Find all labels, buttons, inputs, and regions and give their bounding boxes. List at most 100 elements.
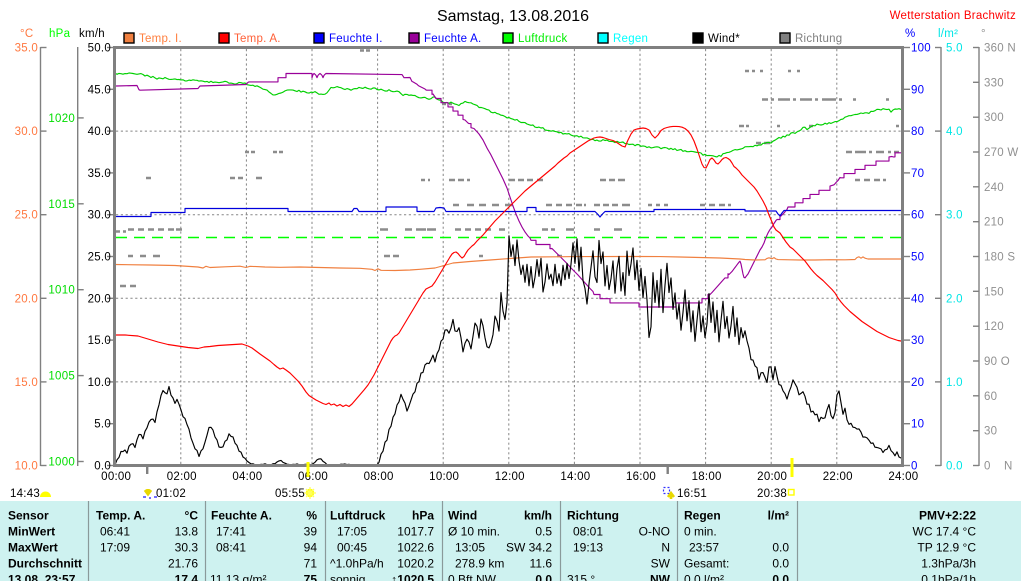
svg-text:330: 330 [984, 77, 1004, 89]
svg-text:TP 12.9 °C: TP 12.9 °C [917, 541, 976, 555]
svg-text:1020: 1020 [48, 113, 75, 125]
svg-text:13.08. 23:57: 13.08. 23:57 [8, 573, 76, 581]
svg-text:90 O: 90 O [984, 356, 1010, 368]
svg-text:94: 94 [304, 541, 318, 555]
svg-text:278.9 km: 278.9 km [455, 557, 504, 571]
svg-text:17:05: 17:05 [337, 525, 367, 539]
svg-text:16:51: 16:51 [677, 488, 707, 500]
svg-text:10: 10 [911, 419, 924, 431]
svg-text:60: 60 [911, 210, 924, 222]
svg-text:Ø 10 min.: Ø 10 min. [448, 525, 500, 539]
svg-text:08:41: 08:41 [216, 541, 246, 555]
svg-text:22:00: 22:00 [823, 471, 853, 483]
svg-text:Wind: Wind [448, 509, 477, 523]
svg-text:150: 150 [984, 286, 1004, 298]
svg-text:06:00: 06:00 [298, 471, 328, 483]
svg-text:75: 75 [304, 573, 318, 581]
svg-text:0.0: 0.0 [94, 461, 111, 473]
svg-text:3.0: 3.0 [946, 210, 963, 222]
svg-text:30: 30 [911, 335, 924, 347]
svg-text:50: 50 [911, 252, 924, 264]
svg-text:00:00: 00:00 [101, 471, 131, 483]
svg-text:l/m²: l/m² [938, 28, 958, 40]
svg-text:0.0: 0.0 [535, 573, 552, 581]
svg-text:25.0: 25.0 [15, 210, 38, 222]
svg-text:Temp. A.: Temp. A. [96, 509, 145, 523]
svg-text:km/h: km/h [524, 509, 552, 523]
svg-text:Samstag, 13.08.2016: Samstag, 13.08.2016 [437, 8, 589, 25]
svg-text:360 N: 360 N [984, 43, 1016, 55]
svg-text:1.0: 1.0 [946, 377, 963, 389]
svg-text:17.4: 17.4 [175, 573, 199, 581]
svg-text:30: 30 [984, 426, 997, 438]
svg-text:18:00: 18:00 [692, 471, 722, 483]
svg-text:20.0: 20.0 [88, 293, 111, 305]
svg-text:120: 120 [984, 321, 1004, 333]
svg-text:10.0: 10.0 [15, 461, 38, 473]
svg-text:1.3hPa/3h: 1.3hPa/3h [921, 557, 976, 571]
svg-text:0: 0 [984, 461, 991, 473]
svg-text:1010: 1010 [48, 285, 75, 297]
svg-text:270 W: 270 W [984, 147, 1019, 159]
svg-text:01:02: 01:02 [156, 488, 186, 500]
svg-text:50.0: 50.0 [88, 43, 111, 55]
svg-text:70: 70 [911, 168, 924, 180]
svg-text:21.76: 21.76 [168, 557, 198, 571]
svg-text:Wetterstation Brachwitz: Wetterstation Brachwitz [890, 10, 1016, 22]
svg-text:06:41: 06:41 [100, 525, 130, 539]
svg-text:N: N [1004, 461, 1013, 473]
svg-text:Durchschnitt: Durchschnitt [8, 557, 82, 571]
svg-text:SW 34.2: SW 34.2 [506, 541, 552, 555]
svg-text:1022.6: 1022.6 [397, 541, 434, 555]
svg-text:14:43: 14:43 [10, 488, 40, 500]
svg-text:17:09: 17:09 [100, 541, 130, 555]
svg-text:Regen: Regen [684, 509, 721, 523]
svg-text:17:41: 17:41 [216, 525, 246, 539]
svg-text:00:45: 00:45 [337, 541, 367, 555]
svg-text:^1.0hPa/h: ^1.0hPa/h [330, 557, 384, 571]
svg-text:08:01: 08:01 [573, 525, 603, 539]
svg-text:0.5: 0.5 [535, 525, 552, 539]
svg-text:1000: 1000 [48, 457, 75, 469]
svg-text:19:13: 19:13 [573, 541, 603, 555]
svg-text:2.0: 2.0 [946, 293, 963, 305]
svg-text:40.0: 40.0 [88, 126, 111, 138]
svg-text:20:38: 20:38 [757, 488, 787, 500]
svg-text:40: 40 [911, 293, 924, 305]
svg-text:Sensor: Sensor [8, 509, 49, 523]
svg-text:1020.2: 1020.2 [397, 557, 434, 571]
svg-text:1015: 1015 [48, 199, 75, 211]
svg-text:sonnig: sonnig [330, 573, 365, 581]
svg-text:PMV+2:22: PMV+2:22 [919, 509, 976, 523]
svg-text:Temp. I.: Temp. I. [139, 33, 182, 45]
svg-text:hPa: hPa [412, 509, 434, 523]
svg-text:1005: 1005 [48, 371, 75, 383]
svg-text:60: 60 [984, 391, 997, 403]
svg-text:08:00: 08:00 [364, 471, 394, 483]
svg-text:05:55: 05:55 [275, 488, 305, 500]
svg-text:Regen: Regen [613, 33, 648, 45]
svg-text:11.6: 11.6 [530, 557, 553, 571]
svg-text:5.0: 5.0 [946, 43, 963, 55]
svg-text:0: 0 [911, 461, 918, 473]
svg-text:30.0: 30.0 [88, 210, 111, 222]
svg-text:15.0: 15.0 [88, 335, 111, 347]
svg-text:45.0: 45.0 [88, 84, 111, 96]
svg-text:1017.7: 1017.7 [397, 525, 434, 539]
svg-text:210: 210 [984, 217, 1004, 229]
svg-text:10:00: 10:00 [429, 471, 459, 483]
svg-text:30.3: 30.3 [175, 541, 199, 555]
svg-text:35.0: 35.0 [88, 168, 111, 180]
svg-text:WC 17.4 °C: WC 17.4 °C [913, 525, 977, 539]
svg-text:25.0: 25.0 [88, 252, 111, 264]
svg-text:0 min.: 0 min. [684, 525, 717, 539]
svg-text:Wind*: Wind* [708, 33, 740, 45]
svg-text:MinWert: MinWert [8, 525, 55, 539]
svg-text:20.0: 20.0 [15, 293, 38, 305]
svg-text:hPa: hPa [49, 28, 71, 40]
svg-text:180 S: 180 S [984, 252, 1015, 264]
svg-text:↑1020.5: ↑1020.5 [391, 573, 434, 581]
svg-text:%: % [306, 509, 317, 523]
svg-text:4.0: 4.0 [946, 126, 963, 138]
svg-text:Feuchte A.: Feuchte A. [424, 33, 481, 45]
